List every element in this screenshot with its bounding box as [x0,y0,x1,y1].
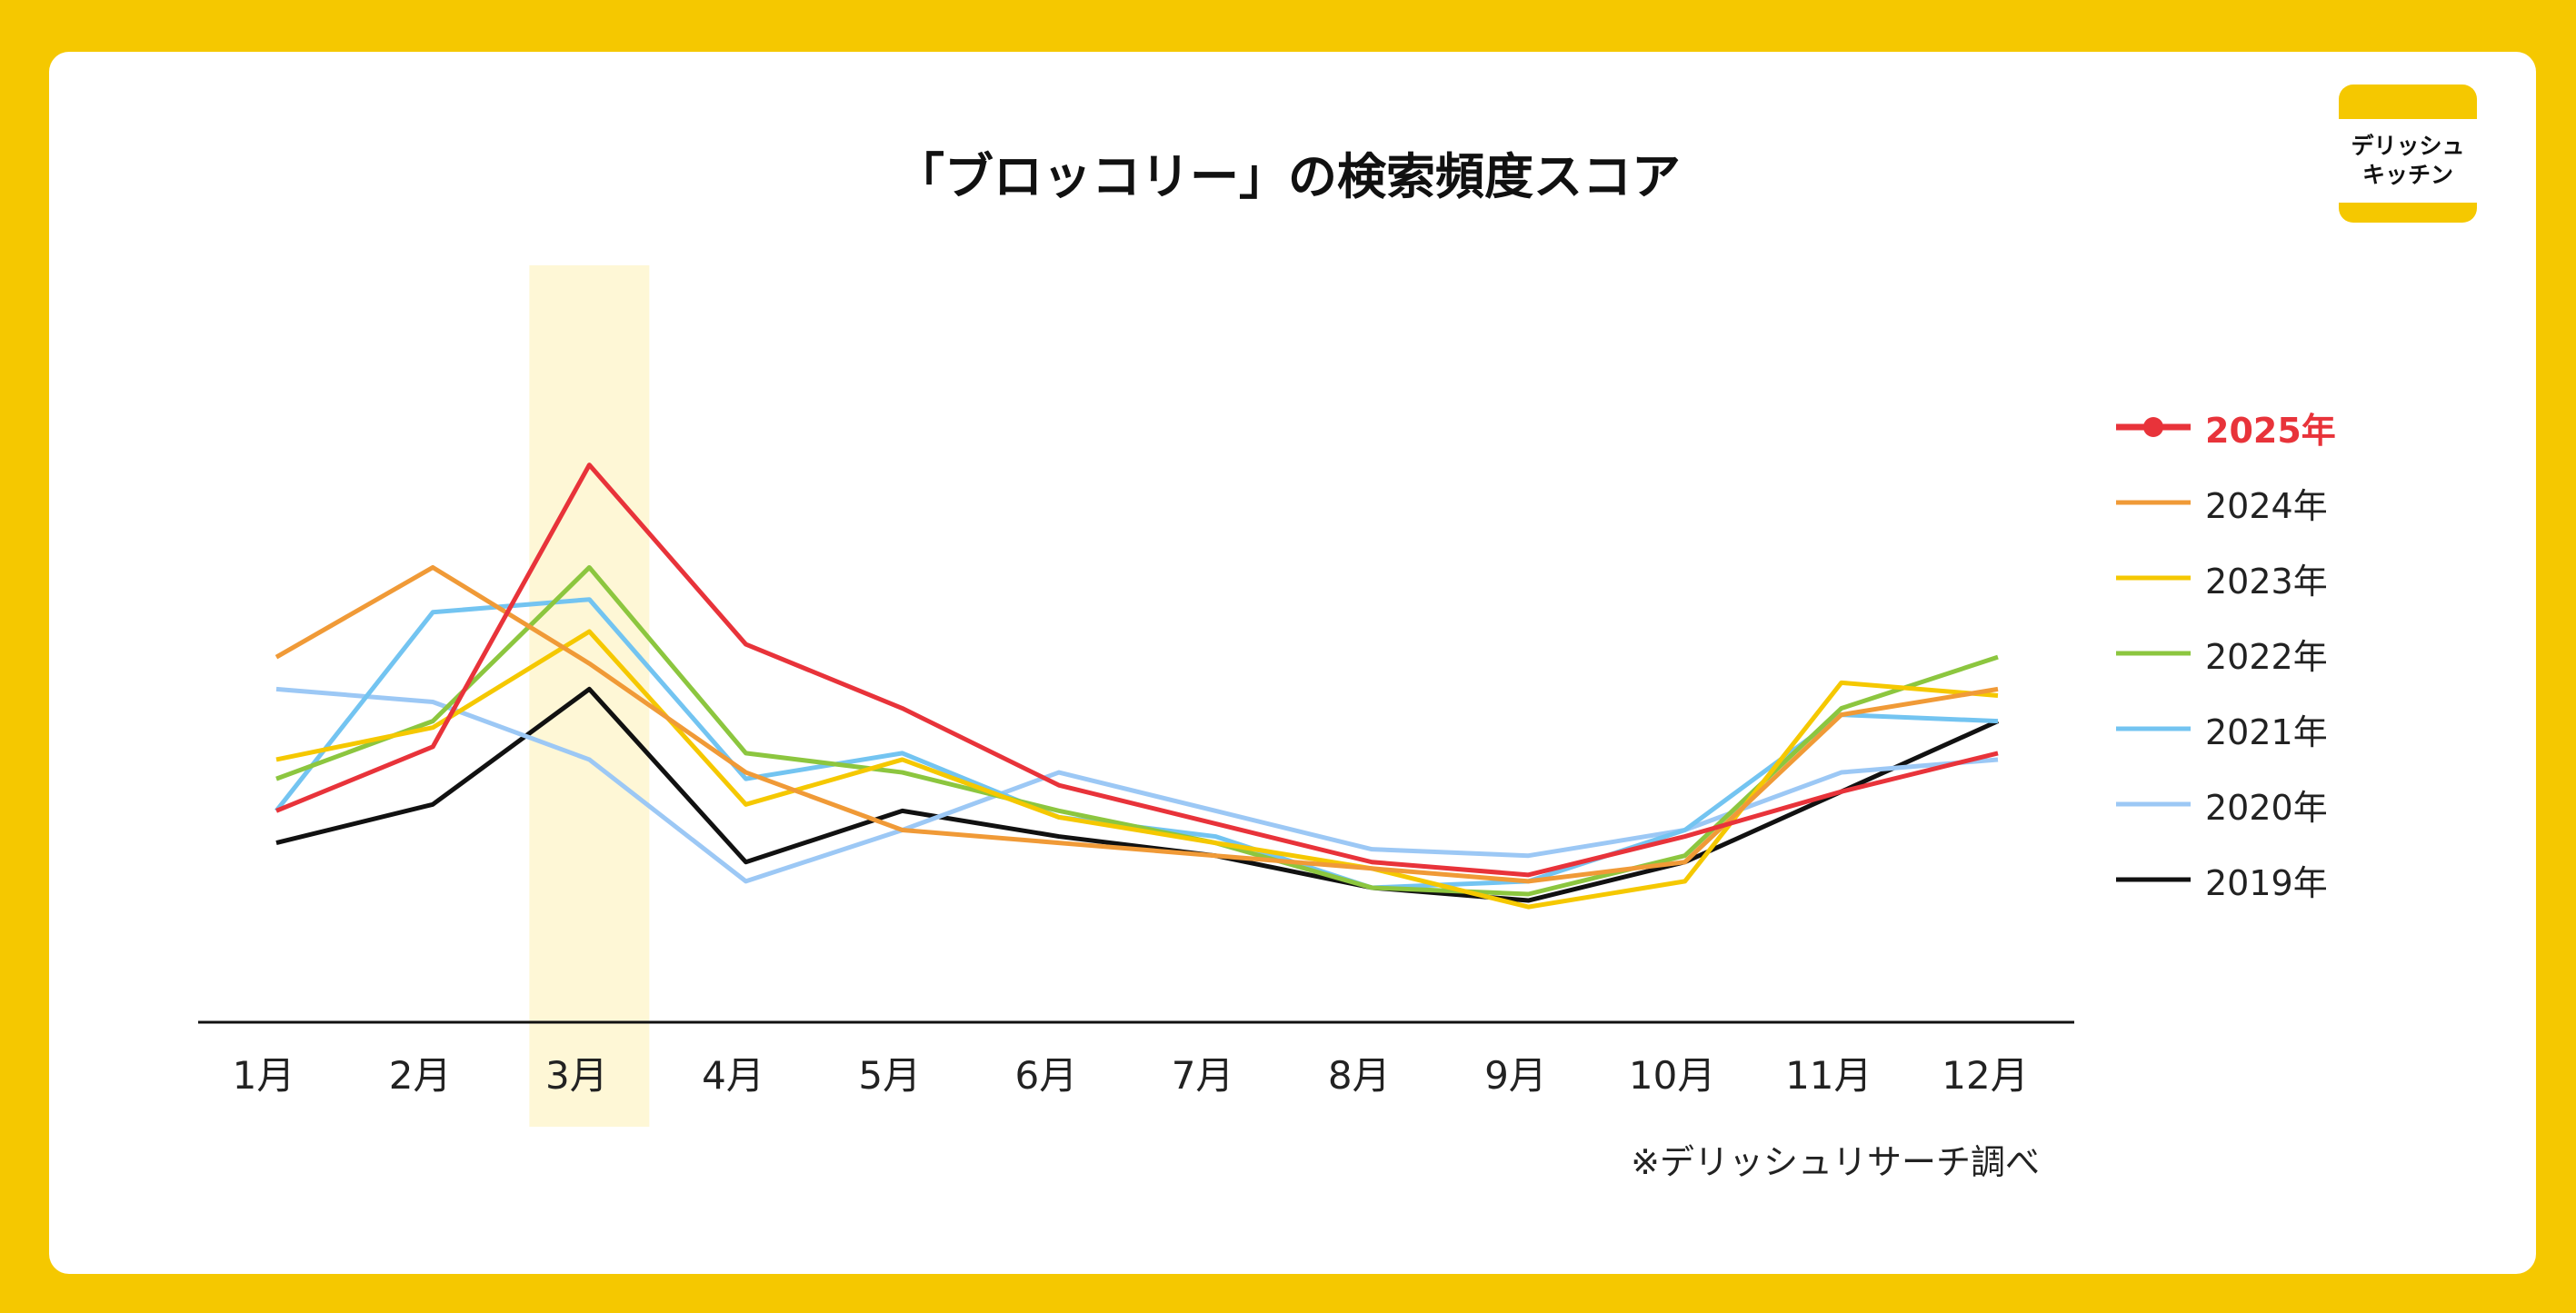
x-tick-label: 9月 [1484,1053,1547,1098]
legend-swatch [2116,626,2191,681]
legend-label: 2024年 [2205,485,2328,526]
legend-swatch [2116,777,2191,831]
legend-item-2019: 2019年 [2116,852,2328,907]
legend-swatch [2116,852,2191,907]
series-line-2024 [275,564,1999,884]
legend-swatch [2116,475,2191,530]
legend-swatch [2116,400,2191,454]
logo-line2: キッチン [2361,162,2453,188]
series-line-2020 [275,686,1999,884]
chart-card [49,52,2536,1274]
logo-line1: デリッシュ [2351,133,2465,159]
x-tick-label: 10月 [1628,1053,1716,1098]
legend-item-2025: 2025年 [2116,400,2336,454]
x-tick-label: 11月 [1785,1053,1872,1098]
legend-label: 2019年 [2205,862,2328,903]
x-tick-label: 4月 [702,1053,764,1098]
legend-label: 2022年 [2205,636,2328,677]
x-tick-label: 3月 [544,1053,608,1098]
legend-label: 2025年 [2205,410,2336,451]
legend-marker [2143,417,2163,437]
x-tick-label: 6月 [1014,1053,1078,1098]
x-tick-label: 2月 [388,1053,452,1098]
series-line-2025 [275,463,1999,878]
x-tick-label: 8月 [1327,1053,1391,1098]
legend-swatches [2116,417,2191,882]
x-tick-label: 12月 [1942,1053,2029,1098]
legend-item-2023: 2023年 [2116,551,2328,605]
brand-logo: デリッシュ キッチン [2339,85,2477,223]
legend-swatch [2116,701,2191,756]
source-note: ※デリッシュリサーチ調べ [1631,1142,2040,1182]
x-tick-label: 7月 [1171,1053,1234,1098]
series-layer [275,463,2000,910]
x-tick-label: 1月 [232,1053,295,1098]
legend-item-2024: 2024年 [2116,475,2328,530]
legend-label: 2023年 [2205,561,2328,602]
legend-label: 2020年 [2205,787,2328,828]
chart-title: 「ブロッコリー」の検索頻度スコア [895,148,1681,205]
x-tick-label: 5月 [858,1053,922,1098]
legend-label: 2021年 [2205,711,2328,752]
legend-item-2021: 2021年 [2116,701,2328,756]
legend-swatch [2116,551,2191,605]
legend-item-2020: 2020年 [2116,777,2328,831]
highlight-band [529,265,650,1127]
legend-item-2022: 2022年 [2116,626,2328,681]
